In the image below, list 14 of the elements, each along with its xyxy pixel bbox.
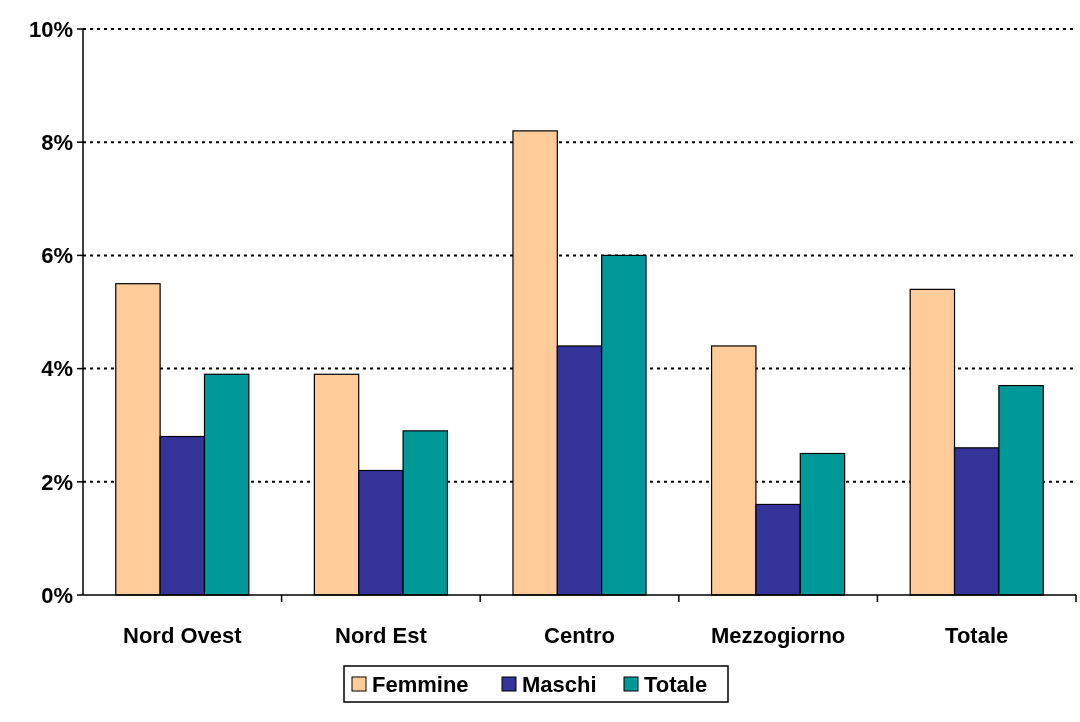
y-tick-label: 0% <box>41 582 73 608</box>
y-tick-label: 6% <box>41 243 73 269</box>
x-tick-label: Nord Ovest <box>123 623 243 648</box>
y-tick-label: 10% <box>28 16 73 42</box>
x-tick-label: Nord Est <box>335 623 428 648</box>
y-tick-label: 2% <box>41 469 73 495</box>
x-tick-label: Totale <box>945 623 1009 648</box>
legend-label: Femmine <box>372 671 469 697</box>
y-tick-label: 8% <box>41 129 73 155</box>
legend-label: Maschi <box>522 671 597 697</box>
x-tick-label: Mezzogiorno <box>710 623 846 648</box>
y-tick-label: 4% <box>41 356 73 382</box>
x-tick-label: Centro <box>544 623 615 648</box>
legend-label: Totale <box>644 671 708 697</box>
